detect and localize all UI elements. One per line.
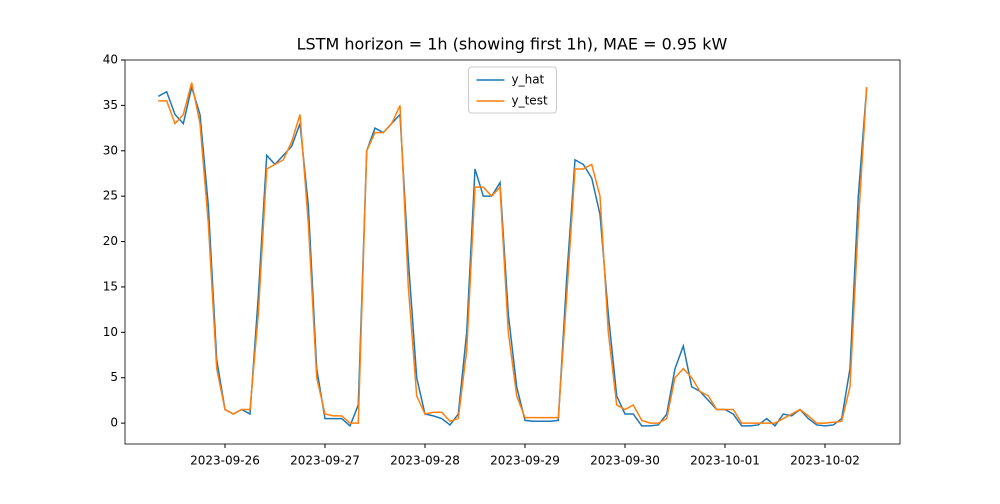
- x-tick-label: 2023-09-28: [390, 454, 460, 468]
- plot-frame: [124, 59, 901, 445]
- x-tick-label: 2023-09-26: [190, 454, 260, 468]
- legend-label: y_test: [512, 94, 548, 108]
- y-tick-label: 25: [103, 189, 118, 203]
- x-tick-label: 2023-09-27: [290, 454, 360, 468]
- x-tick-label: 2023-09-30: [590, 454, 660, 468]
- y-tick-label: 35: [103, 98, 118, 112]
- y-tick-label: 5: [110, 370, 118, 384]
- x-tick-label: 2023-10-02: [790, 454, 860, 468]
- y-tick-label: 10: [103, 325, 118, 339]
- series-line: [158, 82, 868, 424]
- chart-title: LSTM horizon = 1h (showing first 1h), MA…: [297, 35, 728, 54]
- y-tick-label: 0: [110, 416, 118, 430]
- x-tick-label: 2023-09-29: [490, 454, 560, 468]
- y-tick-label: 40: [103, 53, 118, 67]
- y-tick-label: 20: [103, 234, 118, 248]
- x-tick-label: 2023-10-01: [690, 454, 760, 468]
- y-tick-label: 30: [103, 143, 118, 157]
- legend-label: y_hat: [512, 73, 545, 87]
- y-tick-label: 15: [103, 279, 118, 293]
